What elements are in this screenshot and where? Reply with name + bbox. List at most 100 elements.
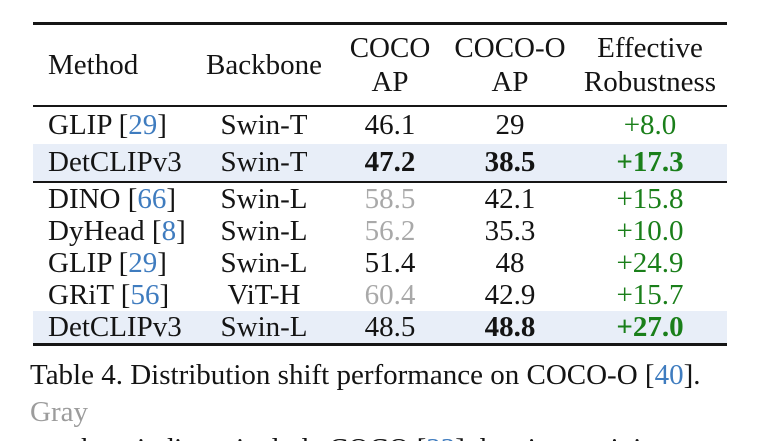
effective-robustness-value: +15.7 (616, 278, 684, 311)
effective-robustness-value: +17.3 (616, 146, 684, 178)
backbone-cell: Swin-T (220, 109, 308, 141)
cocoo-ap-cell: 42.1 (447, 182, 573, 215)
col-header-method: Method (48, 49, 139, 81)
coco-ap-cell: 60.4 (333, 279, 447, 311)
cocoo-ap-cell: 48.8 (447, 311, 573, 345)
caption-text: ] data into training. (455, 433, 677, 441)
cite-bracket-close: ] (176, 214, 186, 247)
backbone-cell: ViT-H (227, 278, 301, 311)
coco-ap-cell: 46.1 (333, 106, 447, 144)
method-name: DetCLIPv3 (48, 146, 182, 178)
cocoo-ap-cell: 48 (447, 247, 573, 279)
citation-ref[interactable]: 8 (161, 214, 177, 247)
method-cell: DyHead [8] (33, 215, 195, 247)
cocoo-ap-value: 38.5 (484, 146, 536, 178)
effective-robustness-cell: +15.7 (573, 279, 727, 311)
method-cell: GLIP [29] (33, 106, 195, 144)
effective-robustness-value: +24.9 (616, 246, 684, 279)
citation-ref[interactable]: 29 (128, 246, 158, 279)
citation-ref[interactable]: 66 (137, 182, 167, 215)
table-header: Method Backbone COCO AP COCO-O AP Effect… (33, 24, 727, 107)
cocoo-ap-cell: 29 (447, 106, 573, 144)
table-row: GRiT [56] ViT-H 60.4 42.9 +15.7 (33, 279, 727, 311)
cocoo-ap-value: 29 (495, 109, 525, 141)
cocoo-ap-cell: 42.9 (447, 279, 573, 311)
citation-ref[interactable]: 40 (654, 359, 684, 391)
backbone-cell: Swin-L (220, 182, 308, 215)
cocoo-ap-cell: 35.3 (447, 215, 573, 247)
table-row: DetCLIPv3 Swin-T 47.2 38.5 +17.3 (33, 144, 727, 182)
results-table: Method Backbone COCO AP COCO-O AP Effect… (33, 22, 727, 346)
coco-ap-cell: 58.5 (333, 182, 447, 215)
citation-ref[interactable]: 29 (128, 109, 158, 141)
method-cell: DINO [66] (33, 182, 195, 215)
coco-ap-value: 48.5 (364, 310, 416, 343)
cite-bracket-open: [ (113, 278, 131, 311)
method-name: DINO (48, 182, 121, 215)
backbone-cell: Swin-L (220, 310, 308, 343)
method-name: GLIP (48, 109, 112, 141)
coco-ap-value: 46.1 (364, 109, 416, 141)
cite-bracket-open: [ (111, 109, 129, 141)
er-line2: Robustness (583, 66, 717, 98)
caption-line-2: numbers indicate include COCO [33] data … (30, 431, 754, 441)
cite-bracket-open: [ (111, 246, 129, 279)
coco-ap-line1: COCO (349, 32, 431, 64)
coco-ap-cell: 51.4 (333, 247, 447, 279)
cocoo-ap-line2: AP (491, 66, 529, 98)
table-group-large-backbones: DINO [66] Swin-L 58.5 42.1 +15.8 DyHead … (33, 182, 727, 345)
citation-ref[interactable]: 33 (426, 433, 455, 441)
method-name: GRiT (48, 278, 114, 311)
method-name: DyHead (48, 214, 145, 247)
method-cell: DetCLIPv3 (33, 311, 195, 345)
effective-robustness-cell: +27.0 (573, 311, 727, 345)
table-row: DetCLIPv3 Swin-L 48.5 48.8 +27.0 (33, 311, 727, 345)
effective-robustness-value: +27.0 (616, 310, 684, 343)
table-group-swin-t: GLIP [29] Swin-T 46.1 29 +8.0 DetCLIPv3 … (33, 106, 727, 182)
citation-ref[interactable]: 56 (130, 278, 160, 311)
table-row: DINO [66] Swin-L 58.5 42.1 +15.8 (33, 182, 727, 215)
coco-ap-value: 60.4 (364, 278, 416, 311)
coco-ap-cell: 56.2 (333, 215, 447, 247)
table-row: GLIP [29] Swin-L 51.4 48 +24.9 (33, 247, 727, 279)
method-cell: DetCLIPv3 (33, 144, 195, 182)
cocoo-ap-value: 42.9 (484, 278, 536, 311)
method-cell: GRiT [56] (33, 279, 195, 311)
coco-ap-value: 47.2 (364, 146, 416, 178)
col-header-cocoo-ap: COCO-O AP (447, 24, 573, 107)
coco-ap-line2: AP (371, 66, 409, 98)
method-name: DetCLIPv3 (48, 310, 182, 343)
table-row: GLIP [29] Swin-T 46.1 29 +8.0 (33, 106, 727, 144)
table-row: DyHead [8] Swin-L 56.2 35.3 +10.0 (33, 215, 727, 247)
header-row: Method Backbone COCO AP COCO-O AP Effect… (33, 24, 727, 107)
caption-gray-word: Gray (30, 396, 88, 428)
effective-robustness-cell: +15.8 (573, 182, 727, 215)
table-caption: Table 4. Distribution shift performance … (30, 357, 754, 441)
caption-text: Table 4. Distribution shift performance … (30, 359, 655, 391)
caption-text: numbers indicate include COCO [ (30, 433, 426, 441)
cite-bracket-close: ] (166, 182, 177, 215)
col-header-effective-robustness: Effective Robustness (573, 24, 727, 107)
effective-robustness-cell: +8.0 (573, 106, 727, 144)
cocoo-ap-cell: 38.5 (447, 144, 573, 182)
effective-robustness-value: +10.0 (616, 214, 684, 247)
coco-ap-cell: 48.5 (333, 311, 447, 345)
coco-ap-value: 56.2 (364, 214, 416, 247)
effective-robustness-cell: +17.3 (573, 144, 727, 182)
cite-bracket-open: [ (144, 214, 162, 247)
coco-ap-value: 58.5 (364, 182, 416, 215)
cocoo-ap-value: 48.8 (484, 310, 536, 343)
effective-robustness-value: +8.0 (623, 109, 677, 141)
cite-bracket-open: [ (120, 182, 138, 215)
effective-robustness-cell: +10.0 (573, 215, 727, 247)
col-header-coco-ap: COCO AP (333, 24, 447, 107)
cite-bracket-close: ] (157, 109, 167, 141)
backbone-cell: Swin-L (220, 246, 308, 279)
cite-bracket-close: ] (157, 246, 167, 279)
effective-robustness-cell: +24.9 (573, 247, 727, 279)
cocoo-ap-value: 35.3 (484, 214, 536, 247)
col-header-backbone: Backbone (206, 49, 322, 81)
backbone-cell: Swin-L (220, 214, 308, 247)
coco-ap-cell: 47.2 (333, 144, 447, 182)
